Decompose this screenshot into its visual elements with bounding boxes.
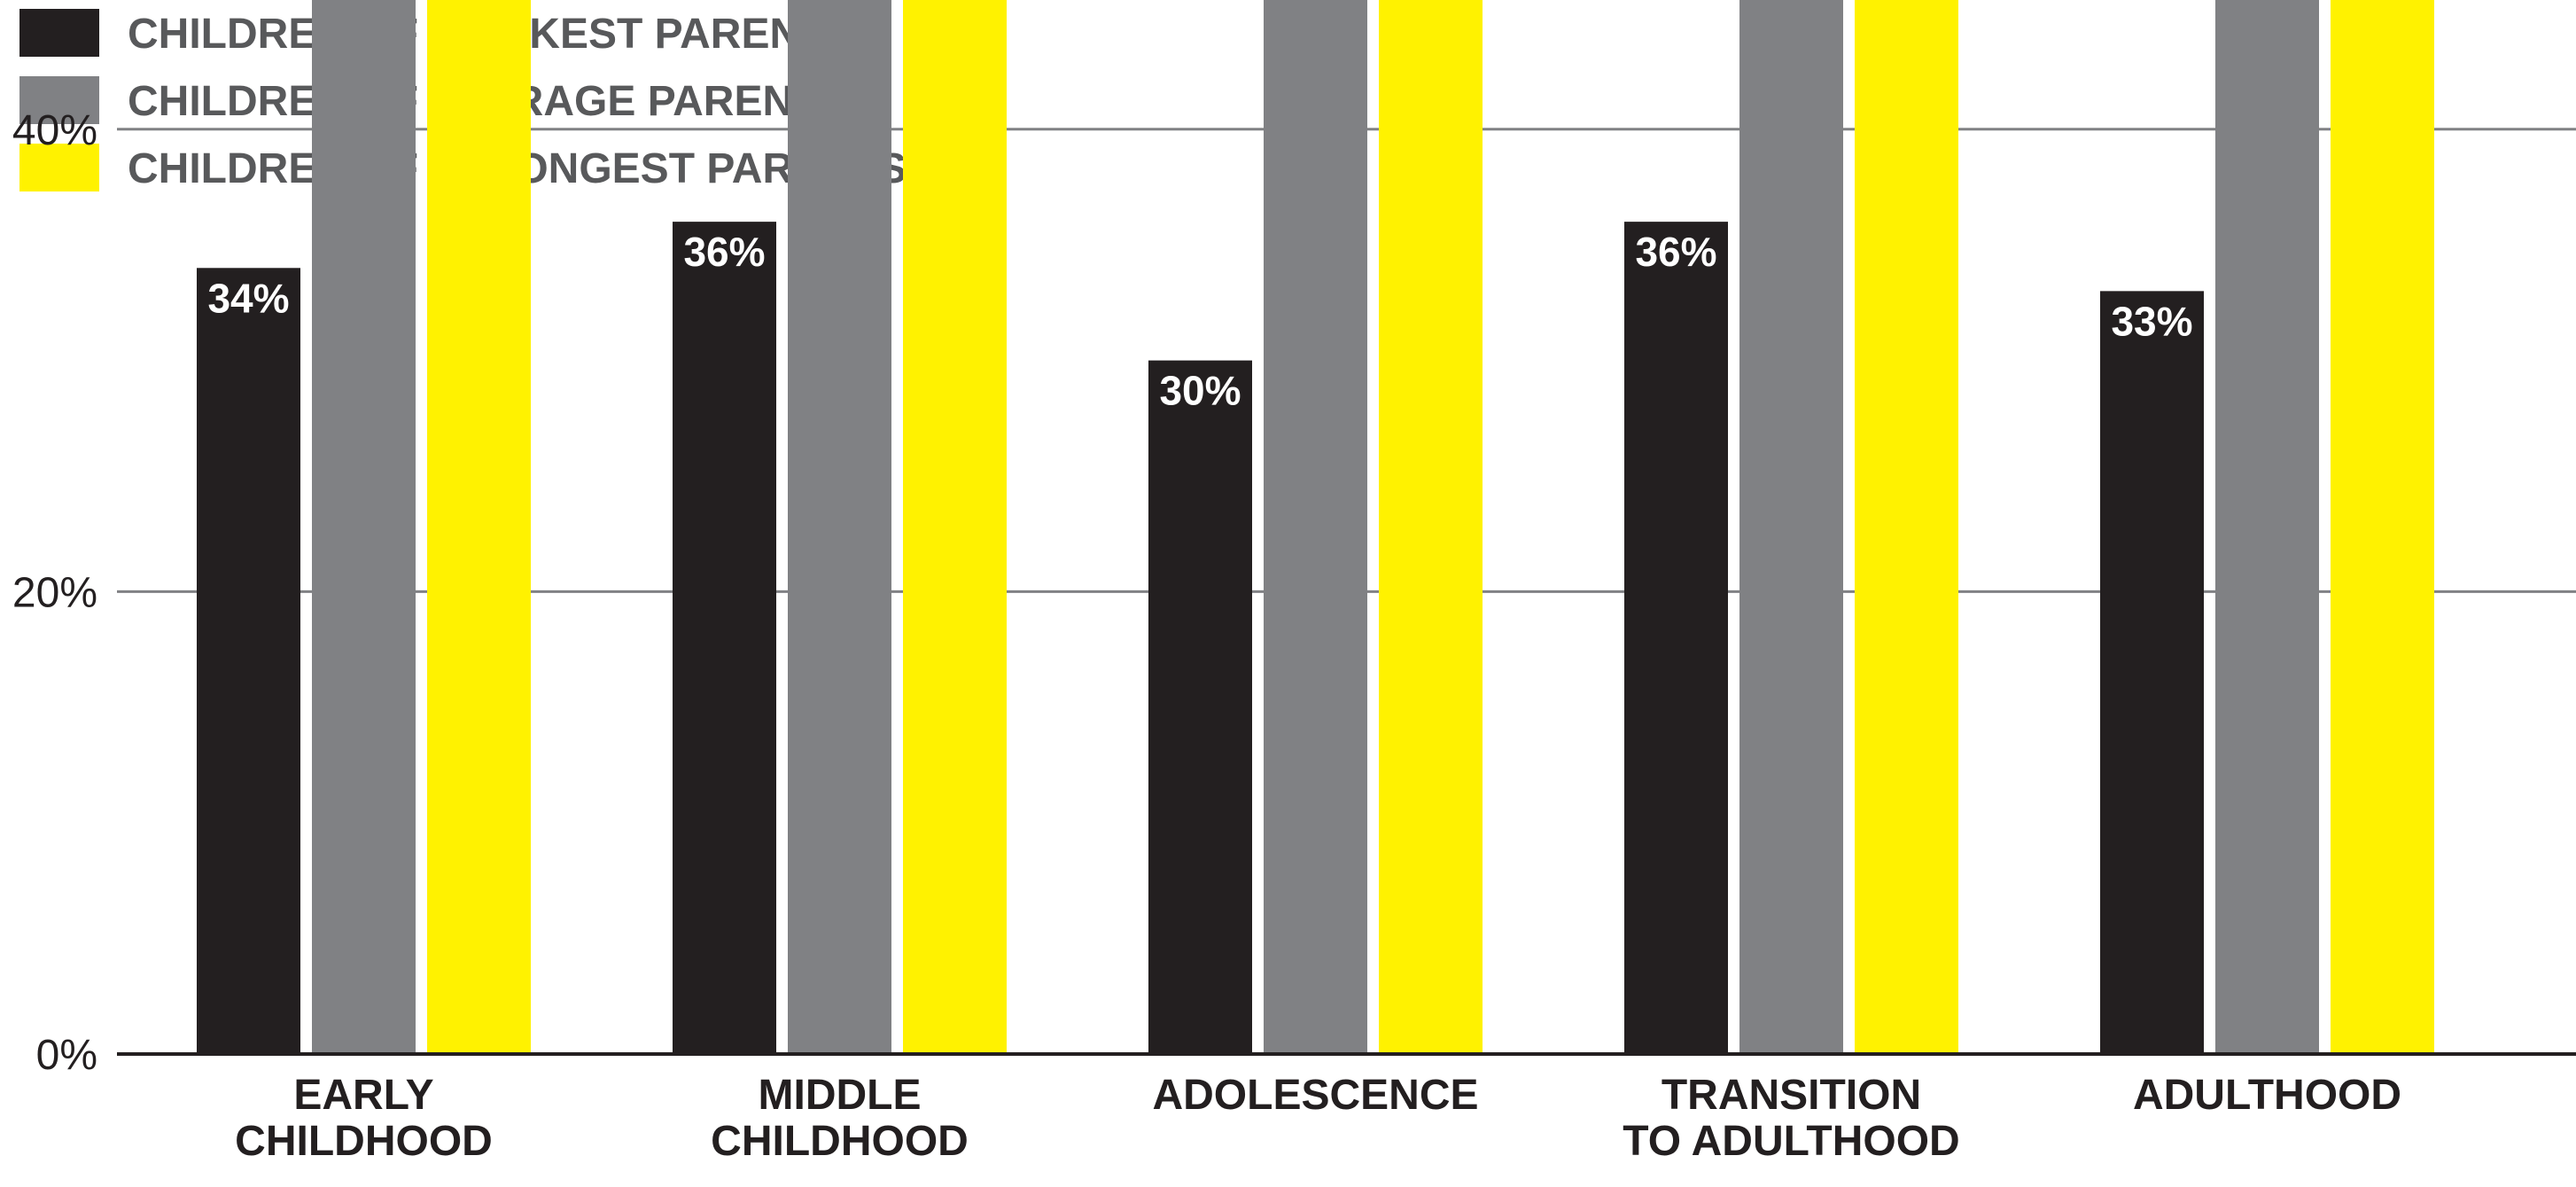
bar bbox=[312, 0, 416, 1054]
x-tick-label-line: CHILDHOOD bbox=[711, 1118, 969, 1165]
bar bbox=[1379, 0, 1483, 1054]
bar-labels: 34%59%77%36%63%82%30%55%72%36%60%75%33%5… bbox=[207, 229, 2192, 414]
bar bbox=[1624, 222, 1728, 1054]
bar-value-label: 34% bbox=[207, 275, 289, 321]
legend-swatch bbox=[19, 9, 99, 57]
x-tick-label-line: TRANSITION bbox=[1662, 1072, 1921, 1119]
bar bbox=[427, 0, 531, 1054]
y-axis: 0%20%40%60%80% bbox=[12, 107, 97, 1079]
bar bbox=[2215, 0, 2319, 1054]
bar bbox=[2100, 291, 2204, 1054]
bar bbox=[197, 268, 300, 1054]
bar bbox=[1739, 0, 1843, 1055]
y-tick-label: 0% bbox=[36, 1032, 97, 1079]
legend-swatch bbox=[19, 144, 99, 191]
bar-value-label: 30% bbox=[1159, 368, 1241, 414]
bar bbox=[788, 0, 891, 1055]
bar bbox=[2331, 0, 2434, 1054]
x-tick-label-line: ADOLESCENCE bbox=[1152, 1072, 1478, 1119]
x-tick-label: EARLY CHILDHOOD bbox=[235, 1072, 493, 1165]
x-tick-label: ADULTHOOD bbox=[2133, 1072, 2401, 1119]
bar bbox=[903, 0, 1007, 1055]
x-tick-label: MIDDLE CHILDHOOD bbox=[711, 1072, 969, 1165]
bar bbox=[1264, 0, 1367, 1055]
bar bbox=[673, 222, 776, 1054]
bar bbox=[1148, 360, 1252, 1055]
bar-value-label: 36% bbox=[1635, 229, 1716, 275]
x-tick-label-line: ADULTHOOD bbox=[2133, 1072, 2401, 1119]
x-tick-label-line: EARLY bbox=[293, 1072, 433, 1119]
x-tick-label-line: CHILDHOOD bbox=[235, 1118, 493, 1165]
bar-value-label: 36% bbox=[683, 229, 765, 275]
legend-swatch bbox=[19, 76, 99, 124]
y-tick-label: 40% bbox=[12, 107, 97, 154]
x-tick-label-line: TO ADULTHOOD bbox=[1623, 1118, 1959, 1165]
bar-value-label: 33% bbox=[2111, 298, 2192, 344]
y-tick-label: 20% bbox=[12, 569, 97, 616]
x-tick-label-line: MIDDLE bbox=[759, 1072, 922, 1119]
bars bbox=[197, 0, 2434, 1055]
x-tick-label: TRANSITION TO ADULTHOOD bbox=[1623, 1072, 1959, 1165]
bar bbox=[1855, 0, 1958, 1054]
x-tick-label: ADOLESCENCE bbox=[1152, 1072, 1478, 1119]
